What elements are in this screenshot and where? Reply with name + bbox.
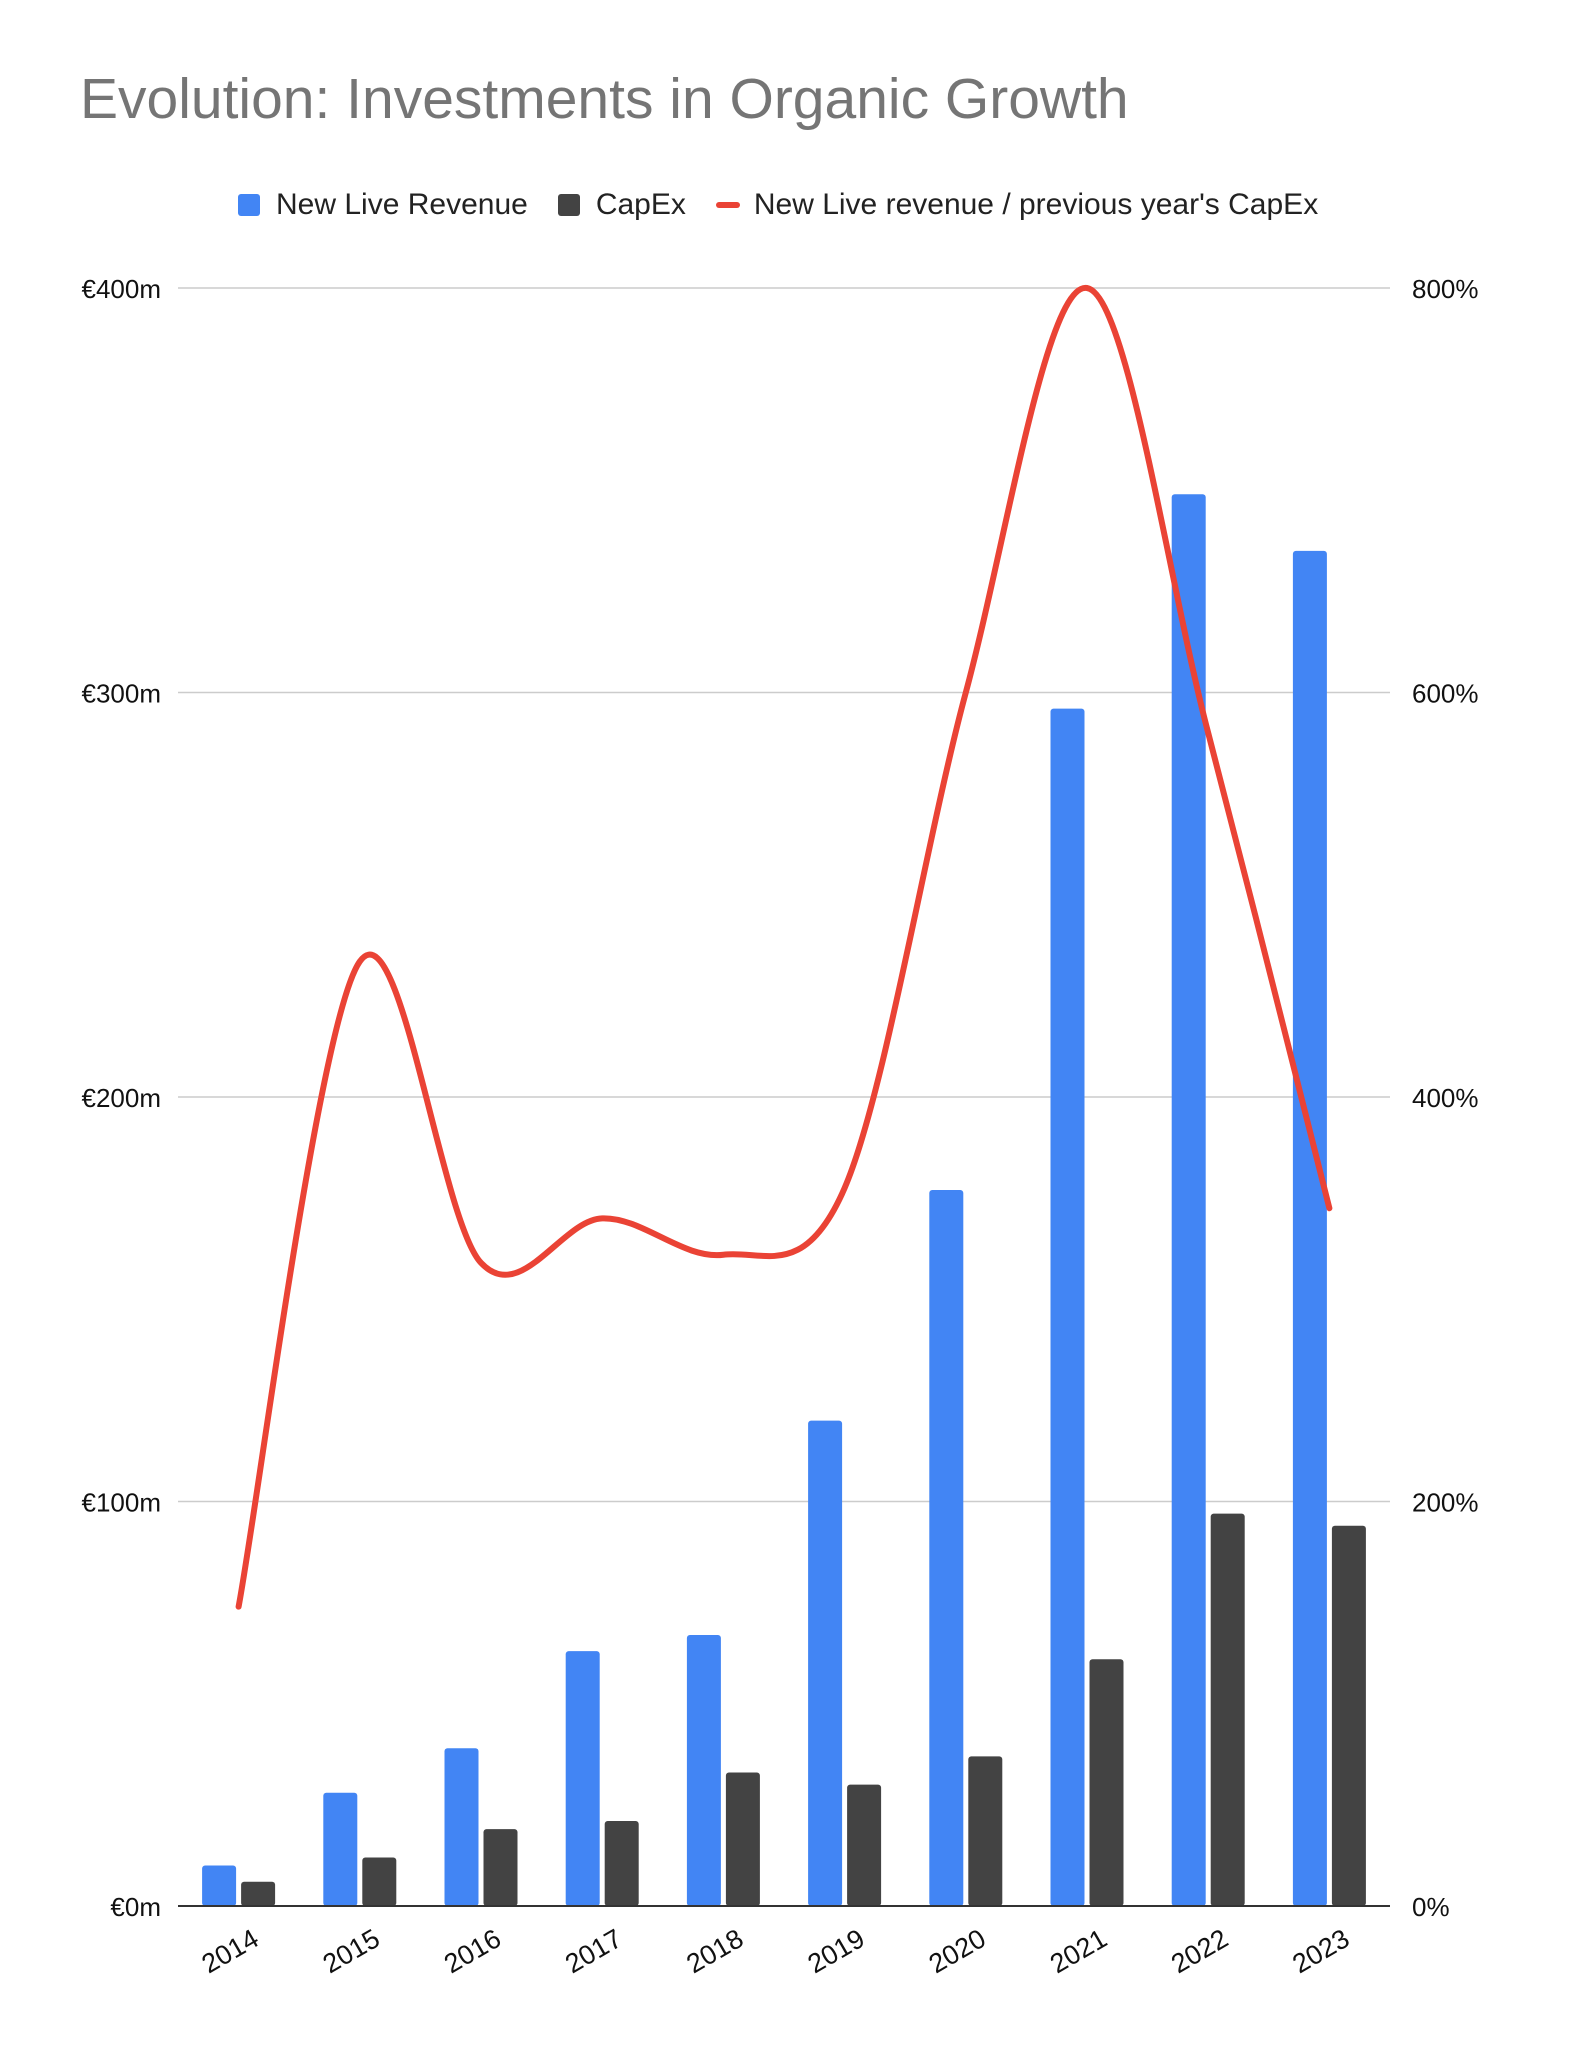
bar-new-live-revenue	[1292, 550, 1327, 1906]
y-left-tick-label: €400m	[82, 274, 162, 304]
x-tick-label: 2021	[1045, 1923, 1112, 1979]
bar-capex	[483, 1829, 518, 1906]
legend-item-capex: CapEx	[557, 188, 686, 222]
bar-new-live-revenue	[1171, 494, 1206, 1906]
bar-new-live-revenue	[929, 1190, 964, 1906]
x-tick-label: 2018	[681, 1923, 748, 1979]
bar-new-live-revenue	[686, 1634, 721, 1906]
bar-capex	[1210, 1513, 1245, 1906]
legend-swatch-ratio	[715, 202, 740, 208]
legend-item-new-live-revenue: New Live Revenue	[238, 188, 528, 222]
bar-capex	[1089, 1659, 1124, 1906]
x-tick-label: 2019	[803, 1923, 870, 1979]
bars	[202, 494, 1366, 1907]
legend-label-capex: CapEx	[595, 188, 686, 221]
bar-capex	[847, 1784, 882, 1906]
x-tick-label: 2015	[318, 1923, 385, 1979]
gridlines	[178, 287, 1390, 1503]
legend-swatch-new-live-revenue	[238, 194, 260, 216]
bar-new-live-revenue	[808, 1420, 843, 1906]
ratio-line	[235, 285, 1333, 1610]
legend-swatch-capex	[557, 194, 580, 216]
y-right-tick-label: 400%	[1412, 1083, 1479, 1113]
y-right-tick-label: 200%	[1412, 1488, 1479, 1518]
bar-capex	[362, 1857, 397, 1906]
legend: New Live Revenue CapEx New Live revenue …	[238, 185, 1348, 225]
bar-new-live-revenue	[444, 1748, 479, 1906]
y-right-tick-label: 600%	[1412, 679, 1479, 709]
legend-label-ratio: New Live revenue / previous year's CapEx	[753, 188, 1319, 221]
legend-label-new-live-revenue: New Live Revenue	[276, 188, 528, 221]
x-tick-label: 2020	[924, 1923, 991, 1979]
bar-capex	[1331, 1525, 1366, 1906]
y-left-tick-label: €0m	[110, 1892, 161, 1922]
bar-new-live-revenue	[323, 1792, 358, 1906]
bar-new-live-revenue	[1050, 708, 1085, 1907]
axes: €0m €100m €200m €300m €400m 0% 200% 400% 600% 800…	[82, 274, 1479, 1979]
bar-capex	[725, 1772, 760, 1906]
y-left-tick-label: €300m	[82, 679, 162, 709]
bar-capex	[968, 1756, 1003, 1906]
x-tick-label: 2016	[439, 1923, 506, 1979]
legend-item-ratio: New Live revenue / previous year's CapEx	[715, 188, 1319, 222]
x-tick-label: 2023	[1287, 1923, 1354, 1979]
y-right-tick-label: 0%	[1412, 1892, 1450, 1922]
bar-capex	[604, 1821, 639, 1906]
ratio-line-layer	[235, 285, 1333, 1610]
y-right-tick-label: 800%	[1412, 274, 1479, 304]
y-left-tick-label: €200m	[82, 1083, 162, 1113]
x-tick-label: 2017	[560, 1923, 627, 1979]
bar-capex	[241, 1881, 276, 1906]
bar-new-live-revenue	[202, 1865, 237, 1906]
y-left-tick-label: €100m	[82, 1488, 162, 1518]
x-tick-label: 2014	[197, 1923, 264, 1979]
bar-new-live-revenue	[565, 1651, 600, 1906]
x-tick-label: 2022	[1166, 1923, 1233, 1979]
chart-title: Evolution: Investments in Organic Growth	[80, 67, 1129, 131]
